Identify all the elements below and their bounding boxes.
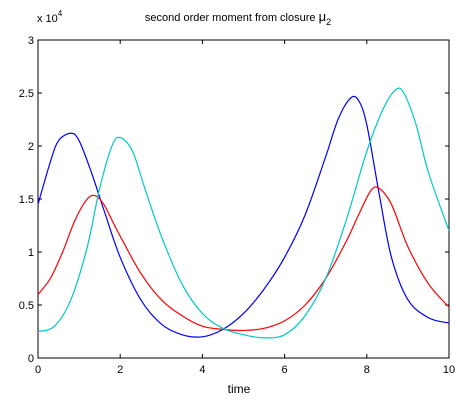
y-multiplier-exponent: 4 bbox=[58, 9, 63, 18]
title-subscript: 2 bbox=[326, 17, 331, 27]
y-tick-label: 1 bbox=[28, 247, 34, 259]
chart-title: second order moment from closure μ2 bbox=[145, 9, 331, 27]
x-axis-label: time bbox=[228, 382, 251, 396]
y-tick-label: 3 bbox=[28, 35, 34, 47]
y-tick-label: 2.5 bbox=[19, 88, 34, 100]
y-tick-label: 0 bbox=[28, 353, 34, 365]
y-tick-label: 1.5 bbox=[19, 194, 34, 206]
x-tick-label: 10 bbox=[443, 364, 455, 376]
x-tick-label: 0 bbox=[35, 364, 41, 376]
x-tick-label: 2 bbox=[117, 364, 123, 376]
series-line-2 bbox=[37, 186, 450, 332]
plot-area: 0 2 4 6 8 10 0 0.5 1 1.5 2 2.5 3 bbox=[19, 35, 455, 376]
y-tick-label: 2 bbox=[28, 141, 34, 153]
series-line-1 bbox=[37, 95, 450, 338]
y-tick-label: 0.5 bbox=[19, 300, 34, 312]
x-tick-label: 8 bbox=[364, 364, 370, 376]
y-multiplier-label: x 104 bbox=[37, 9, 63, 25]
x-tick-label: 6 bbox=[282, 364, 288, 376]
title-symbol: μ bbox=[319, 9, 327, 24]
series-line-3 bbox=[37, 87, 450, 339]
x-tick-label: 4 bbox=[199, 364, 205, 376]
